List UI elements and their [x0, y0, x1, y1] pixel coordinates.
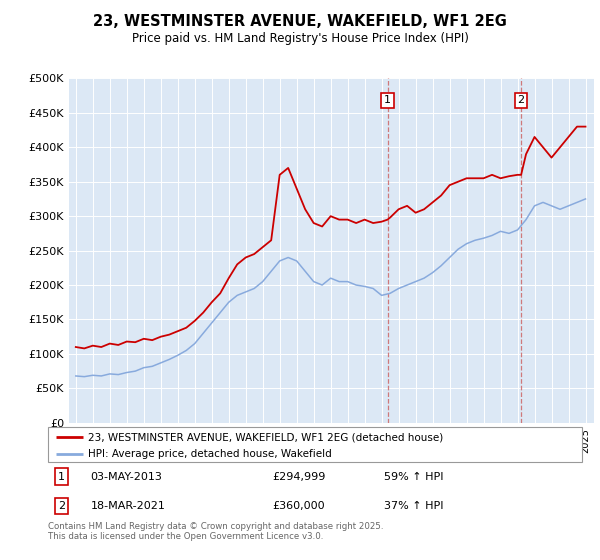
Text: 23, WESTMINSTER AVENUE, WAKEFIELD, WF1 2EG: 23, WESTMINSTER AVENUE, WAKEFIELD, WF1 2… — [93, 14, 507, 29]
Text: Price paid vs. HM Land Registry's House Price Index (HPI): Price paid vs. HM Land Registry's House … — [131, 32, 469, 45]
Text: 1: 1 — [58, 472, 65, 482]
Text: 03-MAY-2013: 03-MAY-2013 — [91, 472, 163, 482]
Text: 23, WESTMINSTER AVENUE, WAKEFIELD, WF1 2EG (detached house): 23, WESTMINSTER AVENUE, WAKEFIELD, WF1 2… — [88, 432, 443, 442]
Text: 18-MAR-2021: 18-MAR-2021 — [91, 501, 166, 511]
Text: £360,000: £360,000 — [272, 501, 325, 511]
Text: Contains HM Land Registry data © Crown copyright and database right 2025.
This d: Contains HM Land Registry data © Crown c… — [48, 522, 383, 542]
Text: 1: 1 — [384, 95, 391, 105]
Text: 59% ↑ HPI: 59% ↑ HPI — [385, 472, 444, 482]
Text: 37% ↑ HPI: 37% ↑ HPI — [385, 501, 444, 511]
Text: 2: 2 — [58, 501, 65, 511]
Text: 2: 2 — [518, 95, 524, 105]
Text: £294,999: £294,999 — [272, 472, 326, 482]
Text: HPI: Average price, detached house, Wakefield: HPI: Average price, detached house, Wake… — [88, 449, 332, 459]
